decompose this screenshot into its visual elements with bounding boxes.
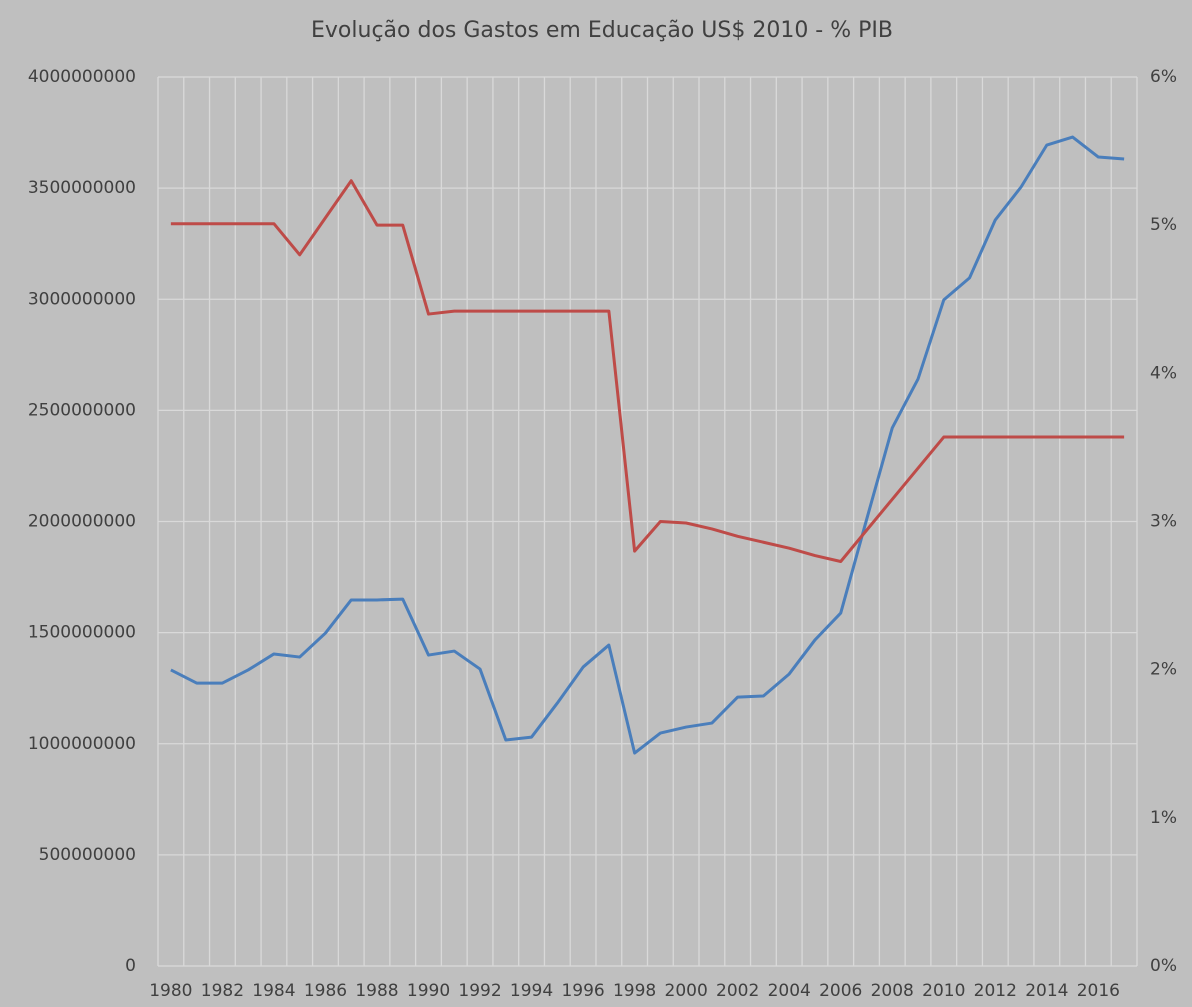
x-tick-label: 1996 bbox=[561, 981, 604, 1001]
series-line bbox=[170, 135, 1125, 755]
y-tick-label: 1000000000 bbox=[28, 734, 136, 754]
x-tick-label: 1990 bbox=[407, 981, 450, 1001]
x-tick-label: 1988 bbox=[355, 981, 398, 1001]
x-tick-label: 2002 bbox=[716, 981, 759, 1001]
x-tick-label: 2008 bbox=[871, 981, 914, 1001]
x-tick-label: 1992 bbox=[458, 981, 501, 1001]
x-tick-label: 2012 bbox=[974, 981, 1017, 1001]
x-tick-label: 1986 bbox=[304, 981, 347, 1001]
y-tick-label: 2500000000 bbox=[28, 400, 136, 420]
y-tick-label: 4000000000 bbox=[28, 67, 136, 87]
chart-title: Evolução dos Gastos em Educação US$ 2010… bbox=[311, 18, 893, 43]
y2-tick-label: 1% bbox=[1150, 808, 1177, 828]
y-tick-label: 3000000000 bbox=[28, 289, 136, 309]
y2-tick-label: 2% bbox=[1150, 660, 1177, 680]
y-tick-label: 2000000000 bbox=[28, 512, 136, 532]
x-tick-label: 2004 bbox=[768, 981, 811, 1001]
x-tick-label: 2014 bbox=[1025, 981, 1068, 1001]
x-tick-label: 2016 bbox=[1077, 981, 1120, 1001]
x-tick-label: 1994 bbox=[510, 981, 553, 1001]
series-line bbox=[170, 179, 1125, 563]
y-tick-label: 500000000 bbox=[39, 845, 136, 865]
y2-tick-label: 5% bbox=[1150, 215, 1177, 235]
x-tick-label: 1984 bbox=[252, 981, 295, 1001]
y2-tick-label: 3% bbox=[1150, 512, 1177, 532]
y2-tick-label: 4% bbox=[1150, 363, 1177, 383]
x-tick-label: 1980 bbox=[149, 981, 192, 1001]
x-tick-label: 2010 bbox=[922, 981, 965, 1001]
y-tick-label: 3500000000 bbox=[28, 178, 136, 198]
y-tick-label: 1500000000 bbox=[28, 623, 136, 643]
x-tick-label: 1998 bbox=[613, 981, 656, 1001]
y2-tick-label: 0% bbox=[1150, 956, 1177, 976]
x-tick-label: 2006 bbox=[819, 981, 862, 1001]
y2-tick-label: 6% bbox=[1150, 67, 1177, 87]
y-tick-label: 0 bbox=[125, 956, 136, 976]
x-tick-label: 1982 bbox=[201, 981, 244, 1001]
x-tick-label: 2000 bbox=[665, 981, 708, 1001]
